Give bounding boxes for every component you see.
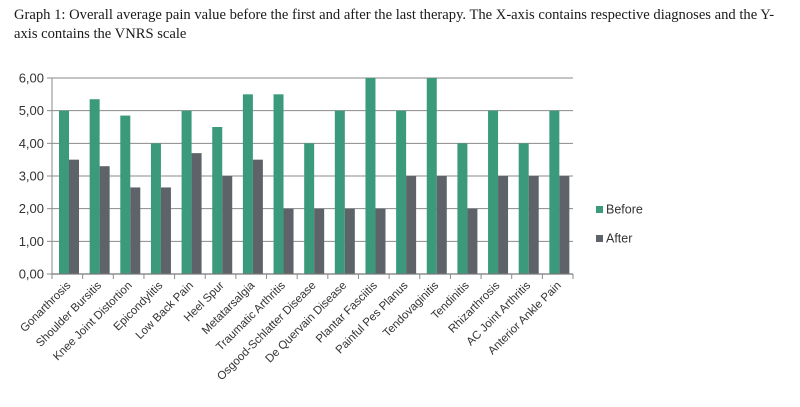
- bar-after: [191, 153, 202, 274]
- legend: Before After: [596, 203, 643, 246]
- bar-after: [528, 176, 539, 274]
- legend-swatch-after: [596, 235, 603, 242]
- bar-after: [467, 208, 478, 274]
- bar-after: [283, 208, 294, 274]
- legend-label-before: Before: [606, 203, 643, 217]
- bar-after: [99, 166, 110, 274]
- figure-caption: Graph 1: Overall average pain value befo…: [14, 7, 775, 42]
- bars: [59, 78, 570, 275]
- bar-before: [549, 110, 560, 275]
- y-tick-label: 2,00: [19, 201, 44, 216]
- legend-label-after: After: [606, 232, 632, 246]
- bar-after: [314, 208, 325, 274]
- bar-after: [69, 159, 79, 274]
- bar-before: [396, 110, 407, 275]
- bar-after: [344, 208, 355, 274]
- y-tick-label: 0,00: [19, 267, 44, 282]
- bar-before: [212, 127, 223, 274]
- axes: [51, 78, 574, 279]
- bar-after: [222, 176, 233, 274]
- bar-before: [488, 110, 499, 275]
- bar-before: [59, 110, 69, 275]
- bar-after: [375, 208, 386, 274]
- y-tick-label: 5,00: [19, 103, 44, 118]
- bar-before: [150, 143, 161, 274]
- y-tick-label: 6,00: [19, 71, 44, 86]
- y-tick-labels: 0,00 1,00 2,00 3,00 4,00 5,00 6,00: [19, 71, 44, 282]
- bar-before: [89, 99, 100, 274]
- bar-before: [273, 94, 284, 274]
- bar-after: [406, 176, 417, 274]
- bar-before: [120, 115, 131, 274]
- bar-after: [160, 187, 171, 274]
- bar-after: [130, 187, 141, 274]
- y-tick-label: 3,00: [19, 169, 44, 184]
- bar-after: [436, 176, 447, 274]
- bar-before: [181, 110, 192, 275]
- bar-before: [365, 78, 376, 274]
- bar-after: [498, 176, 509, 274]
- bar-before: [457, 143, 468, 274]
- bar-after: [252, 159, 263, 274]
- y-tick-label: 1,00: [19, 234, 44, 249]
- bar-before: [334, 110, 345, 275]
- legend-swatch-before: [596, 206, 603, 213]
- bar-before: [518, 143, 529, 274]
- bar-after: [559, 176, 570, 274]
- bar-before: [304, 143, 315, 274]
- bar-before: [426, 78, 437, 274]
- bar-before: [242, 94, 253, 274]
- y-tick-label: 4,00: [19, 136, 44, 151]
